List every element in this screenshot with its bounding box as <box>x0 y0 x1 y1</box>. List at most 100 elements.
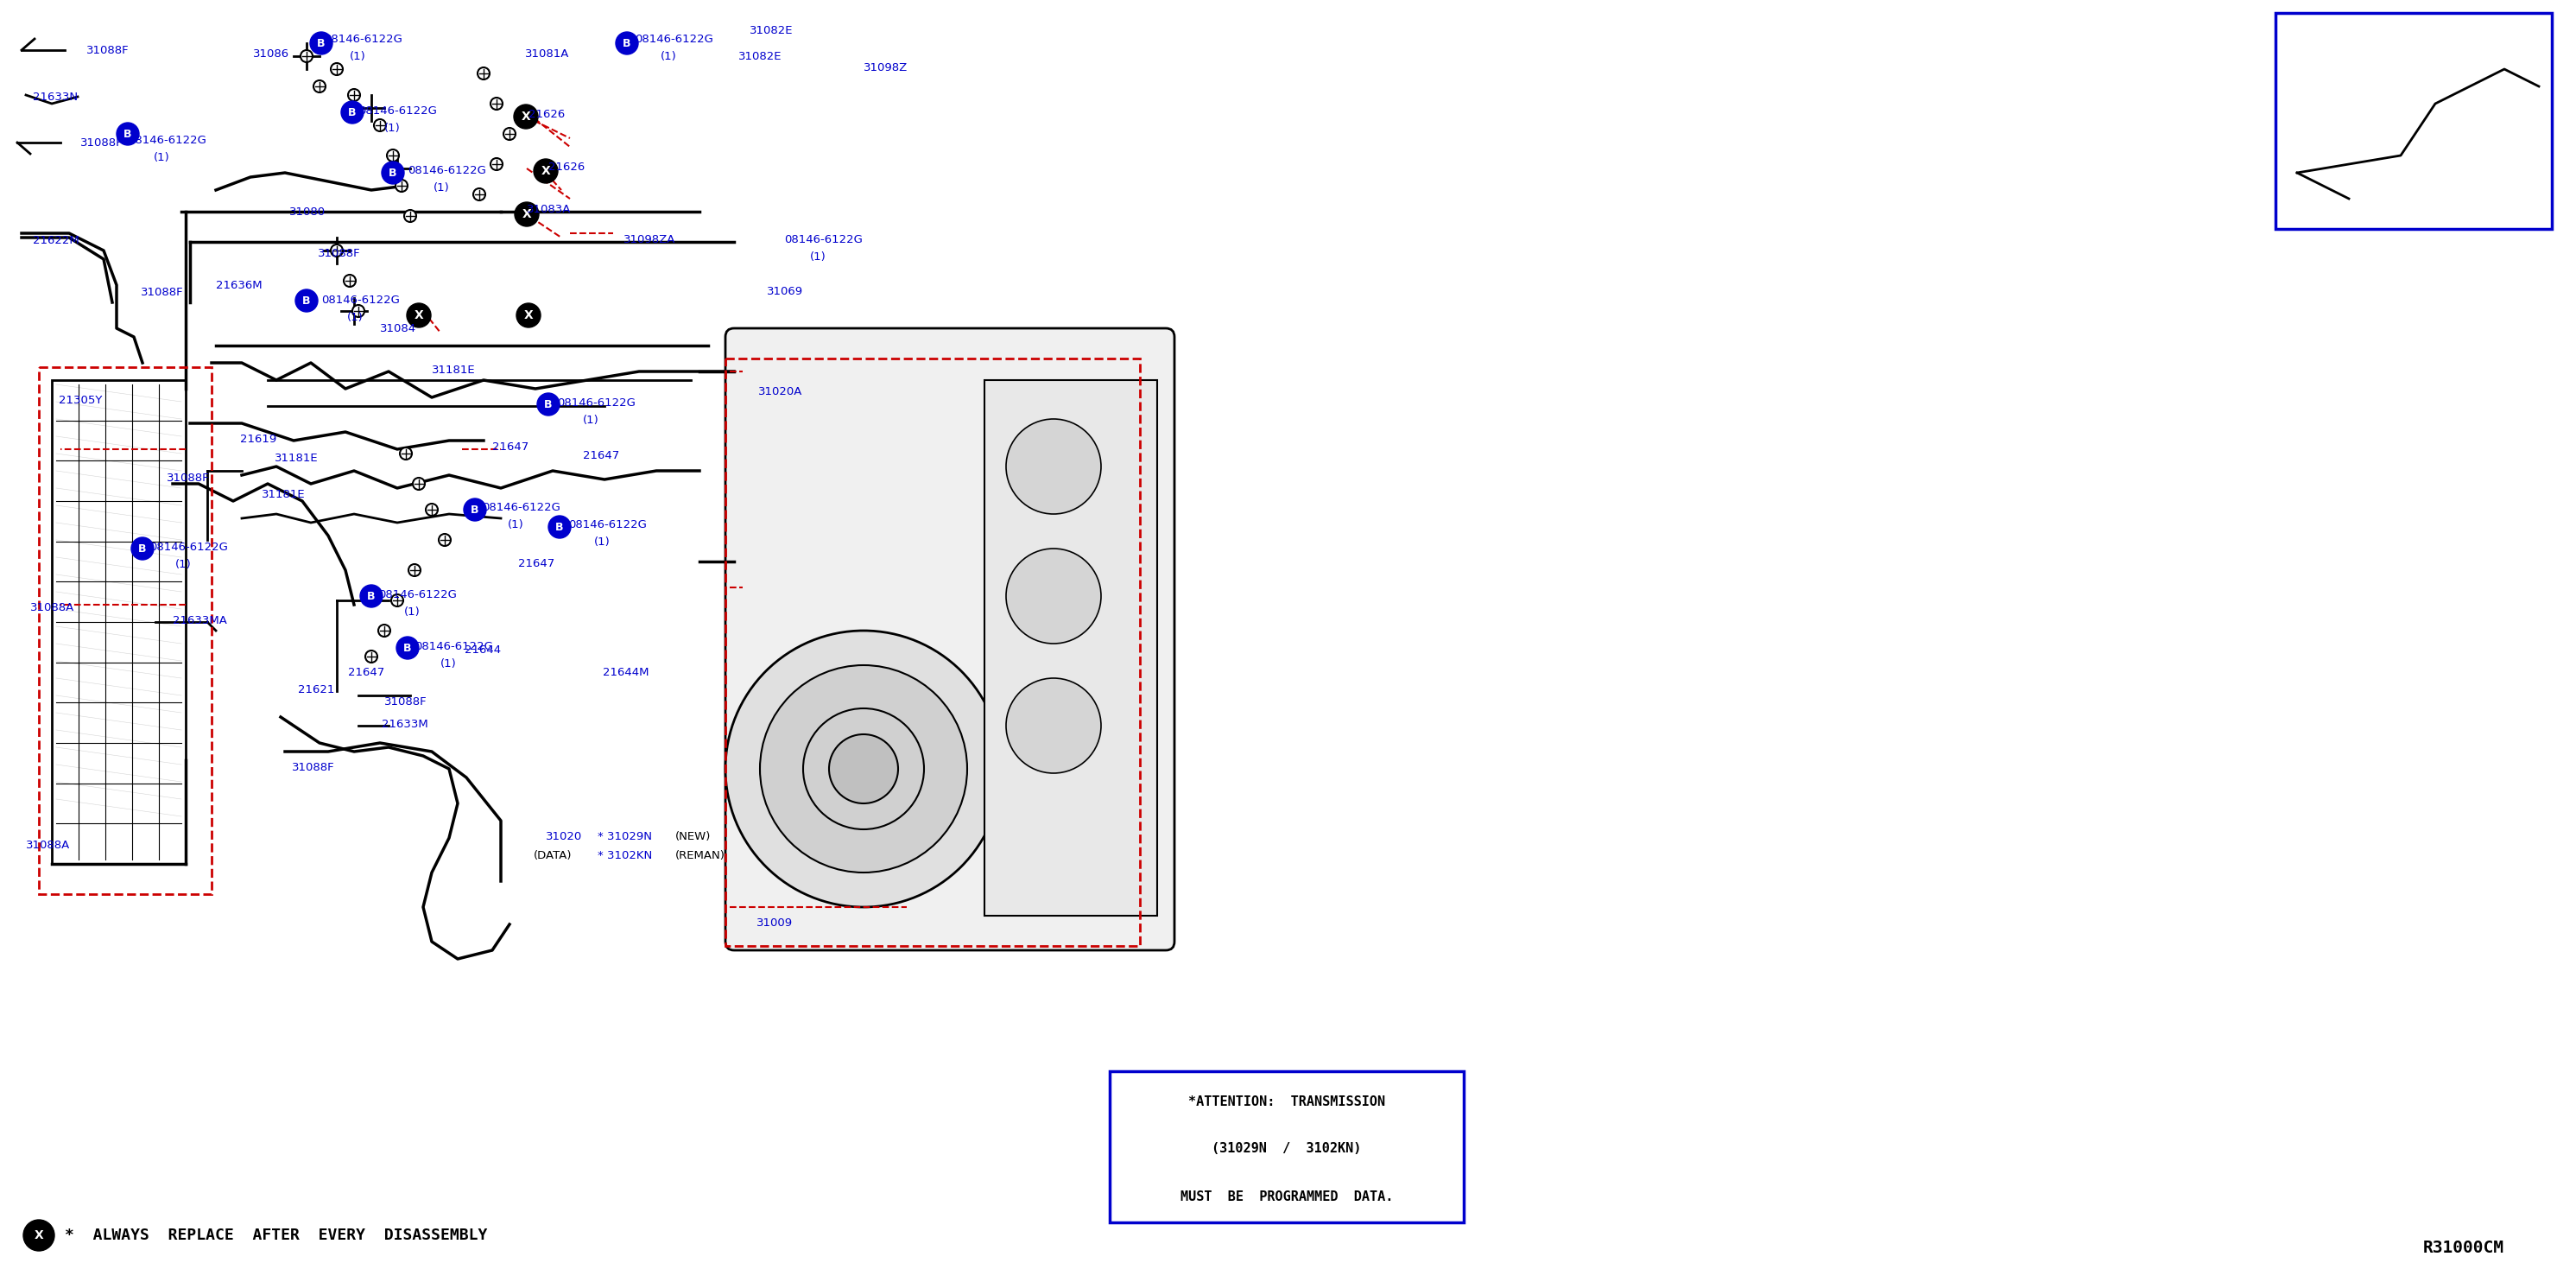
Text: 08146-6122G: 08146-6122G <box>325 33 402 45</box>
Circle shape <box>301 50 312 63</box>
Circle shape <box>1007 549 1100 644</box>
Text: B: B <box>139 544 147 554</box>
Circle shape <box>397 179 407 192</box>
Text: 08146-6122G: 08146-6122G <box>415 641 492 651</box>
Text: R31000CM: R31000CM <box>2424 1240 2504 1256</box>
Text: 31086: 31086 <box>252 47 289 59</box>
Circle shape <box>515 304 541 327</box>
Text: 21647: 21647 <box>348 667 384 678</box>
Text: 31069: 31069 <box>768 286 804 296</box>
Text: 31081A: 31081A <box>526 47 569 59</box>
Circle shape <box>404 210 417 222</box>
Circle shape <box>374 119 386 131</box>
Text: 31088F: 31088F <box>317 247 361 259</box>
Circle shape <box>549 515 572 538</box>
Text: 21647: 21647 <box>492 441 528 453</box>
Text: 31088F: 31088F <box>384 696 428 708</box>
Circle shape <box>381 162 404 185</box>
Text: 08146-6122G: 08146-6122G <box>358 105 438 117</box>
Circle shape <box>296 290 317 312</box>
Text: B: B <box>124 128 131 140</box>
Text: 08146-6122G: 08146-6122G <box>783 233 863 245</box>
Circle shape <box>538 394 559 415</box>
Circle shape <box>314 81 325 92</box>
Text: 31082E: 31082E <box>750 24 793 36</box>
Text: *ATTENTION:  TRANSMISSION: *ATTENTION: TRANSMISSION <box>1188 1095 1386 1108</box>
Text: B: B <box>301 295 312 306</box>
Text: (1): (1) <box>433 182 451 194</box>
Text: 31088F: 31088F <box>88 45 129 55</box>
Text: 21647: 21647 <box>582 450 618 462</box>
Bar <box>39 367 211 894</box>
Text: 31082E: 31082E <box>739 50 783 62</box>
Circle shape <box>616 32 639 54</box>
Circle shape <box>533 159 559 183</box>
Circle shape <box>489 97 502 110</box>
Text: 21622M: 21622M <box>33 235 80 246</box>
Circle shape <box>397 637 420 659</box>
Text: 21644M: 21644M <box>603 667 649 678</box>
Text: 31088A: 31088A <box>31 601 75 613</box>
Circle shape <box>361 585 384 608</box>
FancyBboxPatch shape <box>726 328 1175 950</box>
Text: 08146-6122G: 08146-6122G <box>129 135 206 146</box>
Circle shape <box>2486 47 2504 65</box>
Circle shape <box>489 158 502 171</box>
Circle shape <box>116 123 139 145</box>
Text: (1): (1) <box>659 50 677 62</box>
Circle shape <box>474 188 484 200</box>
Circle shape <box>410 564 420 576</box>
Text: 21633M: 21633M <box>381 718 428 729</box>
Circle shape <box>340 101 363 123</box>
Text: 31088F: 31088F <box>142 286 183 297</box>
Text: 31181E: 31181E <box>433 364 477 376</box>
Circle shape <box>399 447 412 459</box>
Text: X: X <box>415 309 422 322</box>
Text: 31181E: 31181E <box>276 453 319 464</box>
Text: B: B <box>368 591 376 601</box>
Text: (1): (1) <box>595 536 611 547</box>
Text: (1): (1) <box>404 606 420 617</box>
Circle shape <box>343 274 355 287</box>
Text: B: B <box>317 37 325 49</box>
Text: 21647: 21647 <box>518 558 554 569</box>
Text: 31088F: 31088F <box>291 762 335 773</box>
Circle shape <box>309 32 332 54</box>
Circle shape <box>464 499 487 520</box>
Text: 08146-6122G: 08146-6122G <box>634 33 714 45</box>
Text: 31181E: 31181E <box>263 488 307 500</box>
Text: (1): (1) <box>440 658 456 669</box>
Circle shape <box>131 537 155 560</box>
Circle shape <box>726 631 1002 908</box>
Text: 21633MA: 21633MA <box>173 614 227 626</box>
Circle shape <box>392 595 404 606</box>
Text: 21619: 21619 <box>240 433 276 445</box>
Text: 21621: 21621 <box>299 683 335 695</box>
Text: 31020: 31020 <box>546 831 582 842</box>
Circle shape <box>1007 419 1100 514</box>
Text: * 31029N: * 31029N <box>598 831 652 842</box>
FancyBboxPatch shape <box>1110 1072 1463 1223</box>
FancyBboxPatch shape <box>2275 13 2553 229</box>
Text: X: X <box>33 1229 44 1241</box>
Circle shape <box>1007 678 1100 773</box>
Circle shape <box>513 105 538 128</box>
Text: 31098ZA: 31098ZA <box>623 233 675 245</box>
Text: (1): (1) <box>809 251 827 263</box>
Text: (1): (1) <box>350 50 366 62</box>
Text: (1): (1) <box>507 519 523 529</box>
Text: B: B <box>389 167 397 178</box>
Text: 08146-6122G: 08146-6122G <box>556 397 636 408</box>
Circle shape <box>829 735 899 804</box>
Text: (1): (1) <box>384 122 399 133</box>
Text: 31088A: 31088A <box>26 840 70 850</box>
Circle shape <box>760 665 966 873</box>
Text: (DATA): (DATA) <box>533 850 572 860</box>
Text: (1): (1) <box>348 312 363 323</box>
Text: 31009: 31009 <box>757 917 793 928</box>
Bar <box>726 359 1141 946</box>
Text: (31029N  /  3102KN): (31029N / 3102KN) <box>1211 1142 1363 1155</box>
Text: X: X <box>523 208 531 221</box>
Text: MUST  BE  PROGRAMMED  DATA.: MUST BE PROGRAMMED DATA. <box>1180 1190 1394 1203</box>
Text: B: B <box>556 522 564 532</box>
